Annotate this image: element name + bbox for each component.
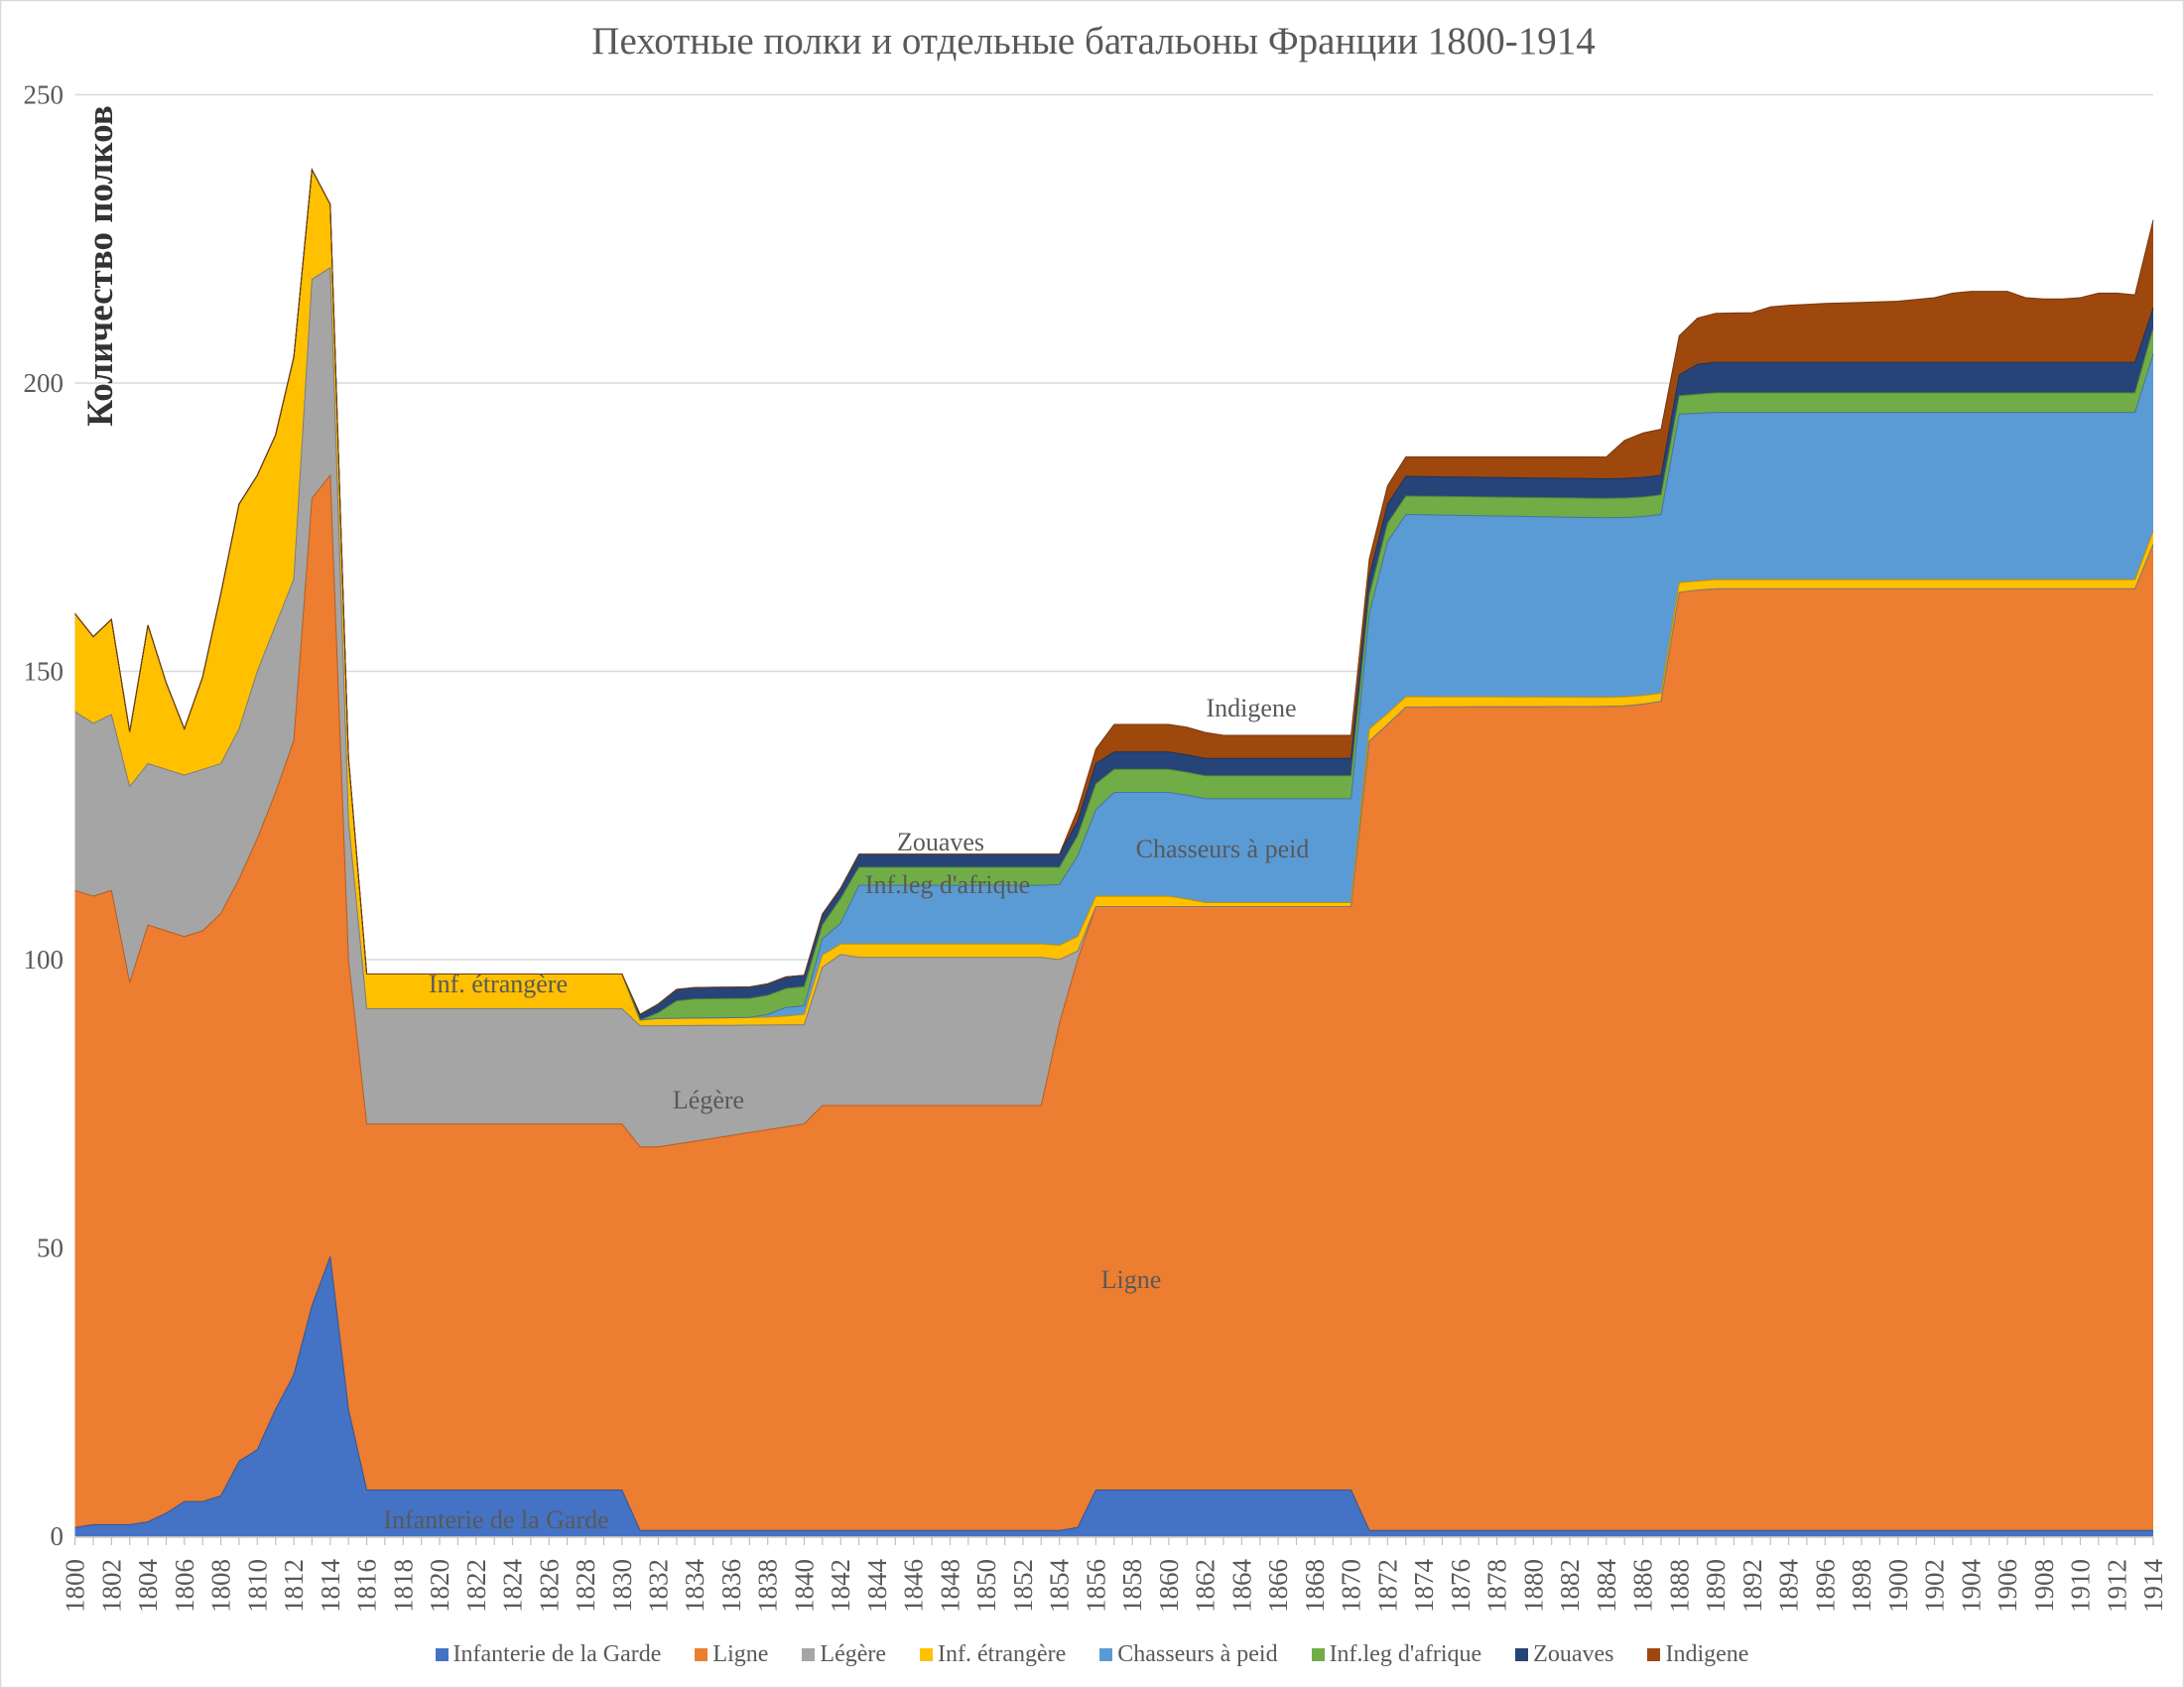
svg-text:1898: 1898 [1847,1559,1876,1613]
svg-text:1874: 1874 [1409,1559,1439,1614]
svg-text:1844: 1844 [862,1559,892,1614]
svg-text:1848: 1848 [936,1559,965,1613]
svg-text:1860: 1860 [1154,1559,1184,1613]
svg-text:1826: 1826 [534,1559,564,1613]
svg-text:1886: 1886 [1628,1559,1658,1613]
svg-text:1864: 1864 [1226,1559,1256,1614]
svg-text:1868: 1868 [1300,1559,1330,1613]
svg-text:1814: 1814 [316,1559,345,1614]
svg-text:1830: 1830 [607,1559,637,1613]
svg-text:1812: 1812 [279,1559,309,1613]
svg-text:1832: 1832 [644,1559,674,1613]
svg-text:1816: 1816 [352,1559,382,1613]
svg-text:100: 100 [24,945,64,974]
svg-text:250: 250 [24,80,64,110]
svg-text:1872: 1872 [1372,1559,1402,1613]
svg-text:1852: 1852 [1008,1559,1038,1613]
svg-text:1856: 1856 [1081,1559,1110,1613]
svg-text:1834: 1834 [680,1559,709,1614]
svg-text:1902: 1902 [1920,1559,1950,1613]
svg-text:1912: 1912 [2102,1559,2131,1613]
svg-text:1802: 1802 [96,1559,126,1613]
svg-text:1824: 1824 [498,1559,528,1614]
svg-text:Infanterie de la Garde: Infanterie de la Garde [383,1505,608,1534]
svg-text:1880: 1880 [1518,1559,1548,1613]
svg-text:1888: 1888 [1664,1559,1694,1613]
svg-text:1866: 1866 [1263,1559,1293,1613]
svg-text:1822: 1822 [461,1559,491,1613]
svg-text:1808: 1808 [206,1559,236,1613]
svg-text:Количество полков: Количество полков [80,105,121,426]
svg-text:1818: 1818 [388,1559,418,1613]
svg-text:1840: 1840 [790,1559,820,1613]
svg-text:1894: 1894 [1774,1559,1804,1614]
svg-text:Zouaves: Zouaves [897,828,984,856]
svg-text:1810: 1810 [242,1559,272,1613]
svg-text:1870: 1870 [1337,1559,1366,1613]
svg-text:1854: 1854 [1045,1559,1075,1614]
svg-text:1884: 1884 [1592,1559,1621,1614]
svg-text:1876: 1876 [1446,1559,1476,1613]
svg-text:1908: 1908 [2029,1559,2059,1613]
svg-text:1904: 1904 [1956,1559,1986,1614]
svg-text:Inf. étrangère: Inf. étrangère [429,970,568,998]
svg-text:1896: 1896 [1810,1559,1840,1613]
svg-text:1914: 1914 [2138,1559,2168,1614]
svg-text:Légère: Légère [673,1086,744,1114]
svg-text:1878: 1878 [1482,1559,1512,1613]
svg-text:50: 50 [37,1234,64,1263]
svg-text:Пехотные полки и отдельные бат: Пехотные полки и отдельные батальоны Фра… [591,20,1595,63]
svg-text:1892: 1892 [1737,1559,1767,1613]
svg-text:1806: 1806 [170,1559,199,1613]
svg-text:Indigene: Indigene [1207,694,1297,722]
svg-text:1836: 1836 [716,1559,746,1613]
svg-text:200: 200 [24,368,64,398]
svg-text:1828: 1828 [571,1559,600,1613]
svg-text:Inf.leg d'afrique: Inf.leg d'afrique [865,870,1030,899]
svg-text:1842: 1842 [826,1559,855,1613]
svg-text:1804: 1804 [133,1559,163,1614]
svg-text:1838: 1838 [753,1559,783,1613]
svg-text:1850: 1850 [971,1559,1001,1613]
svg-text:150: 150 [24,657,64,687]
svg-text:1846: 1846 [899,1559,929,1613]
svg-text:1910: 1910 [2066,1559,2096,1613]
svg-text:1858: 1858 [1117,1559,1147,1613]
svg-text:1800: 1800 [61,1559,90,1613]
svg-text:Ligne: Ligne [1101,1265,1162,1294]
svg-text:1862: 1862 [1191,1559,1220,1613]
svg-text:1906: 1906 [1992,1559,2022,1613]
svg-text:1890: 1890 [1701,1559,1731,1613]
svg-text:0: 0 [51,1521,64,1551]
svg-text:1820: 1820 [425,1559,454,1613]
svg-text:Chasseurs à peid: Chasseurs à peid [1136,835,1310,863]
svg-text:1900: 1900 [1883,1559,1913,1613]
svg-text:1882: 1882 [1555,1559,1585,1613]
